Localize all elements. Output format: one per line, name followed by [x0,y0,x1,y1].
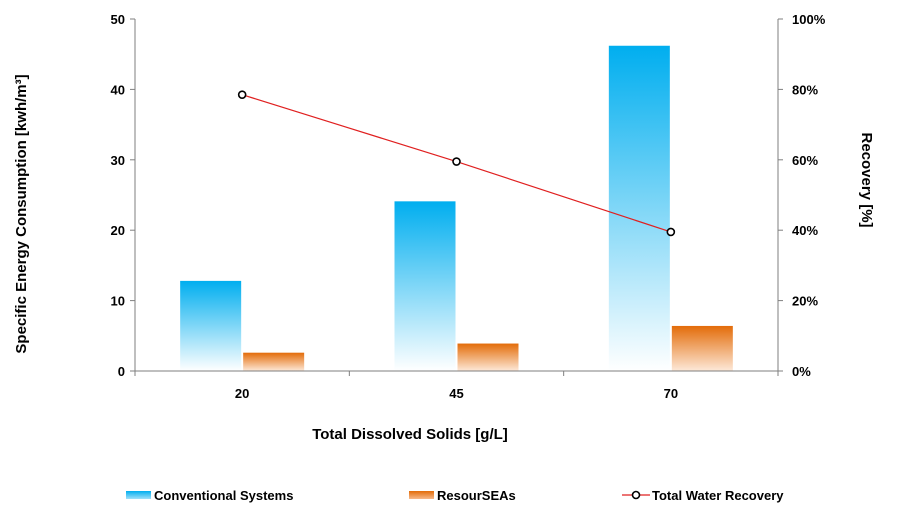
right-tick-label: 80% [792,82,818,97]
right-tick-label: 100% [792,12,826,27]
legend-swatch-conventional-systems [126,491,151,499]
legend-label-resourseas: ResourSEAs [437,488,516,503]
bar-resourseas [243,352,305,371]
bar-conventional-systems [608,45,670,371]
bars-layer [180,45,733,371]
right-axis-ticks: 0% 20% 40% 60% 80% 100% [778,12,826,379]
y2-axis-title: Recovery [%] [858,132,875,227]
x-tick-label: 20 [235,386,249,401]
left-tick-label: 0 [118,364,125,379]
left-tick-label: 50 [111,12,125,27]
bar-resourseas [671,325,733,371]
x-tick-label: 70 [664,386,678,401]
x-axis-ticks: 20 45 70 [134,371,779,401]
legend-label-conventional-systems: Conventional Systems [154,488,293,503]
x-axis-title: Total Dissolved Solids [g/L] [312,426,508,443]
point-total-water-recovery [452,157,461,166]
left-tick-label: 40 [111,82,125,97]
right-tick-label: 0% [792,364,811,379]
bar-resourseas [457,343,519,371]
legend-marker-total-water-recovery [631,490,641,500]
left-tick-label: 30 [111,153,125,168]
left-tick-label: 20 [111,223,125,238]
bar-conventional-systems [394,201,456,371]
point-total-water-recovery [237,90,247,99]
bar-conventional-systems [180,280,242,371]
right-tick-label: 40% [792,223,818,238]
x-tick-label: 45 [449,386,463,401]
right-tick-label: 20% [792,294,818,309]
right-tick-label: 60% [792,153,818,168]
y-axis-title: Specific Energy Consumption [kwh/m³] [13,74,30,353]
legend: Conventional Systems ResourSEAs Total Wa… [126,488,784,503]
left-tick-label: 10 [111,294,125,309]
point-total-water-recovery [666,227,676,237]
legend-swatch-resourseas [409,491,434,499]
line-layer [237,90,676,237]
legend-label-total-water-recovery: Total Water Recovery [652,488,784,503]
left-axis-ticks: 0 10 20 30 40 50 [111,12,135,379]
